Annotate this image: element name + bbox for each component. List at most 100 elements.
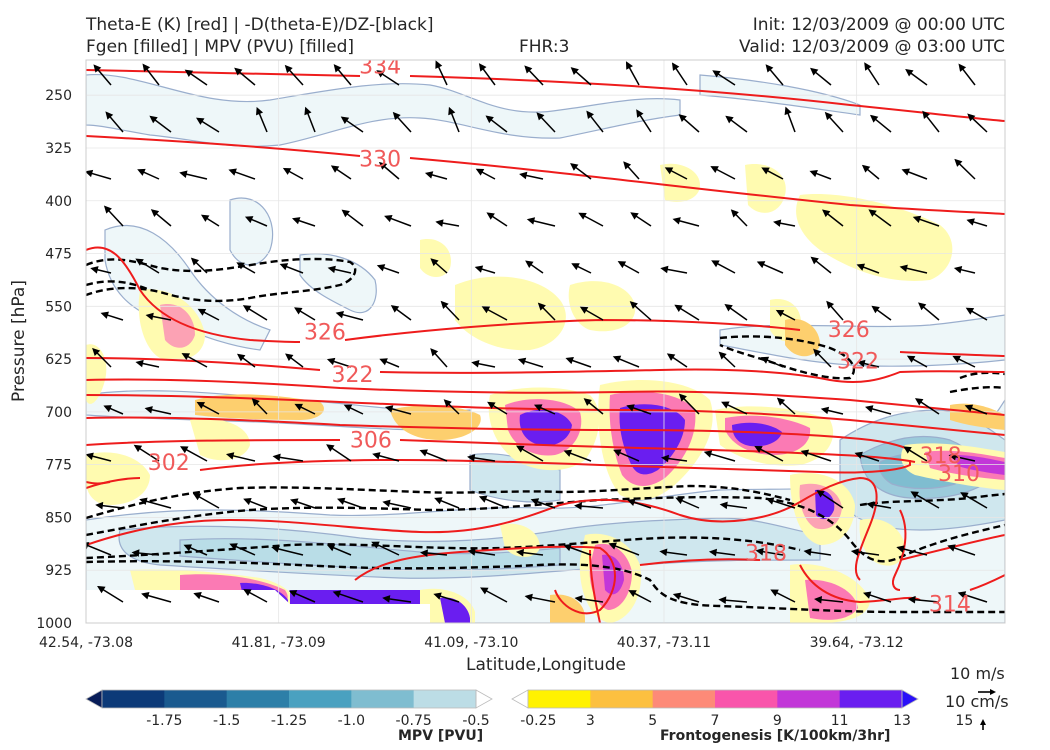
wind-vector bbox=[375, 543, 400, 556]
wind-vector-head bbox=[537, 302, 546, 311]
mpv-colorbar: -1.75 -1.5 -1.25 -1.0 -0.75 -0.5 -0.25 bbox=[85, 689, 556, 729]
wind-vector bbox=[247, 590, 268, 603]
wind-vector bbox=[918, 400, 940, 415]
wind-vector bbox=[805, 451, 832, 462]
wind-vector bbox=[679, 498, 700, 509]
wind-vector-head bbox=[773, 219, 782, 227]
wind-vector-head bbox=[475, 168, 485, 176]
wind-vector bbox=[194, 260, 208, 274]
wind-vector-head bbox=[290, 498, 299, 506]
wind-vector-head bbox=[865, 405, 874, 413]
wind-vector-head bbox=[866, 501, 875, 509]
colorbar-frame bbox=[101, 689, 477, 709]
wind-vector-head bbox=[678, 393, 687, 402]
wind-vector-head bbox=[675, 497, 684, 505]
wind-vector bbox=[780, 400, 796, 415]
wind-vector-head bbox=[953, 266, 963, 274]
wind-vector bbox=[568, 451, 592, 462]
wind-vector-head bbox=[666, 353, 676, 361]
wind-vector bbox=[861, 362, 880, 368]
wind-vector bbox=[485, 308, 508, 321]
wind-vector bbox=[389, 407, 412, 415]
mpv-colorbar-label: MPV [PVU] bbox=[398, 728, 484, 744]
wind-vector-head bbox=[784, 106, 792, 116]
wind-vector bbox=[446, 402, 460, 415]
wind-vector-head bbox=[760, 356, 770, 364]
wind-vector-head bbox=[822, 209, 831, 218]
colorbar-tick-label: 5 bbox=[648, 713, 657, 729]
wind-vector-head bbox=[712, 70, 721, 78]
wind-vector bbox=[137, 446, 160, 462]
colorbar-tick-label: 7 bbox=[711, 713, 720, 729]
wind-vector-head bbox=[809, 170, 818, 178]
wind-vector bbox=[760, 550, 784, 556]
wind-vector bbox=[765, 169, 784, 180]
wind-vector bbox=[715, 262, 736, 274]
colorbar-tick-label: -0.5 bbox=[462, 713, 489, 729]
wind-vector bbox=[875, 308, 892, 321]
wind-vector bbox=[665, 268, 688, 274]
wind-vector bbox=[150, 315, 172, 321]
wind-vector-head bbox=[229, 543, 238, 551]
thetae-contour-label: 314 bbox=[929, 592, 971, 617]
wind-vector-head bbox=[850, 548, 859, 556]
wind-vector-head bbox=[516, 548, 525, 557]
wind-vector bbox=[344, 118, 364, 133]
wind-vector bbox=[425, 552, 448, 556]
x-tick-label: 41.81, -73.09 bbox=[232, 635, 326, 651]
wind-vector bbox=[96, 67, 112, 86]
wind-vector-head bbox=[672, 592, 682, 600]
wind-vector bbox=[969, 406, 988, 415]
wind-vector bbox=[348, 406, 364, 415]
wind-vector-head bbox=[565, 356, 574, 365]
wind-vector-head bbox=[586, 110, 594, 119]
dthetae-contour bbox=[86, 257, 357, 303]
colorbar-segment bbox=[528, 690, 591, 708]
colorbar-segment bbox=[164, 690, 228, 708]
wind-vector bbox=[528, 262, 544, 274]
wind-vector-head bbox=[435, 60, 443, 69]
colorbar-extend-high bbox=[901, 689, 919, 709]
wind-vector bbox=[89, 172, 112, 180]
thetae-contour bbox=[891, 509, 907, 591]
wind-vector-head bbox=[285, 353, 294, 362]
wind-vector bbox=[286, 169, 304, 180]
wind-vector bbox=[136, 552, 160, 556]
wind-vector bbox=[871, 503, 892, 509]
thetae-contour-label: 306 bbox=[350, 428, 392, 453]
wind-vector bbox=[627, 65, 640, 86]
wind-vector-head bbox=[200, 214, 210, 222]
wind-vector-head bbox=[964, 404, 974, 412]
wind-vector bbox=[394, 307, 412, 321]
wind-vector-head bbox=[326, 357, 336, 366]
wind-vector-head bbox=[613, 449, 622, 457]
wind-vector-head bbox=[870, 114, 879, 123]
thetae-contour bbox=[86, 135, 1005, 215]
dthetae-contour bbox=[86, 560, 1005, 614]
wind-vector-head bbox=[448, 106, 456, 116]
wind-vector bbox=[490, 214, 508, 227]
fgen-region bbox=[86, 452, 150, 505]
wind-vector bbox=[808, 550, 832, 556]
wind-vector-head bbox=[243, 497, 252, 506]
plot-frame bbox=[85, 59, 1006, 624]
wind-vector-head bbox=[857, 359, 866, 368]
wind-vector bbox=[921, 305, 940, 321]
thetae-contour bbox=[86, 378, 1005, 416]
wind-vector bbox=[139, 260, 160, 274]
wind-vector bbox=[765, 358, 784, 368]
wind-vector-head bbox=[629, 301, 638, 310]
wind-vector bbox=[725, 403, 748, 415]
wind-vector bbox=[912, 598, 940, 603]
wind-vector-head bbox=[672, 217, 681, 225]
wind-vector bbox=[184, 172, 208, 180]
wind-vector bbox=[144, 67, 160, 86]
x-tick-label: 39.64, -73.12 bbox=[810, 635, 904, 651]
fgen-region bbox=[796, 194, 953, 281]
wind-vector-head bbox=[294, 307, 303, 315]
wind-vector bbox=[86, 544, 112, 556]
wind-vector-head bbox=[430, 348, 439, 357]
thetae-contour-label: 318 bbox=[920, 444, 962, 469]
